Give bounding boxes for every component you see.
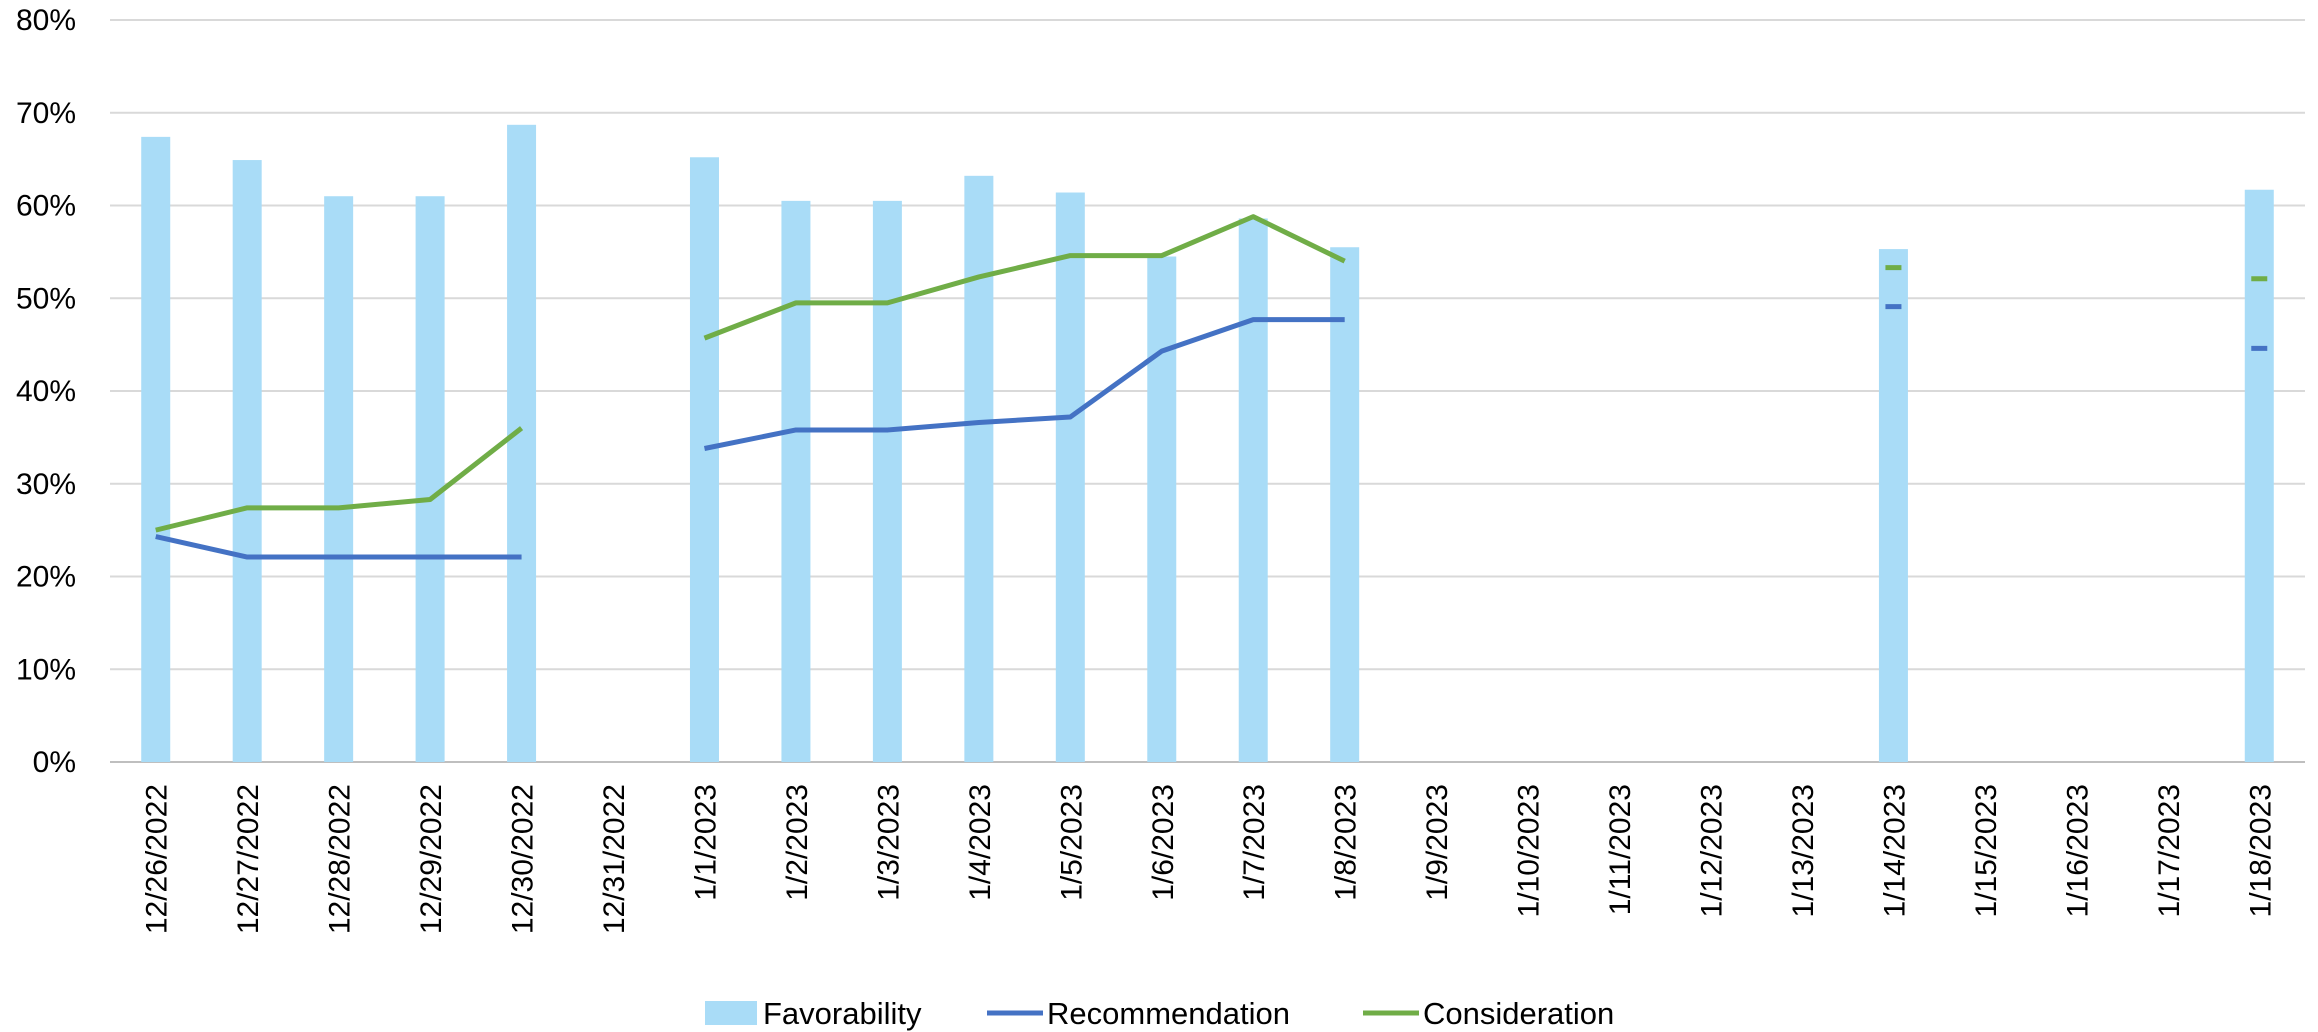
- consideration-line: [155, 426, 524, 533]
- y-tick-label: 40%: [16, 375, 76, 408]
- x-tick-label: 12/30/2022: [507, 784, 540, 934]
- favorability-bar: [781, 200, 811, 763]
- x-tick-label: 1/9/2023: [1421, 784, 1454, 901]
- x-tick-label: 1/14/2023: [1878, 784, 1911, 917]
- x-tick-label: 1/5/2023: [1055, 784, 1088, 901]
- y-tick-label: 30%: [16, 468, 76, 501]
- legend-label-consideration: Consideration: [1423, 996, 1614, 1031]
- x-tick-label: 1/7/2023: [1238, 784, 1271, 901]
- favorability-bar: [872, 200, 902, 763]
- x-tick-label: 1/11/2023: [1604, 784, 1637, 915]
- series-lines: [155, 214, 2268, 560]
- y-tick-label: 70%: [16, 97, 76, 130]
- favorability-bar: [141, 136, 171, 763]
- x-tick-label: 1/4/2023: [964, 784, 997, 901]
- favorability-bar: [1330, 247, 1360, 763]
- y-tick-label: 60%: [16, 190, 76, 223]
- favorability-bar: [415, 196, 445, 763]
- favorability-bar: [507, 124, 537, 763]
- x-tick-label: 12/29/2022: [415, 784, 448, 934]
- x-tick-label: 1/8/2023: [1330, 784, 1363, 901]
- x-tick-label: 12/26/2022: [141, 784, 174, 934]
- x-tick-label: 1/12/2023: [1696, 784, 1729, 917]
- consideration-line: [703, 214, 1346, 341]
- favorability-bar: [1147, 256, 1177, 762]
- x-tick-label: 1/6/2023: [1147, 784, 1180, 901]
- favorability-bar: [324, 196, 354, 763]
- x-tick-label: 12/27/2022: [232, 784, 265, 934]
- x-tick-label: 12/28/2022: [324, 784, 357, 934]
- legend: Favorability Recommendation Consideration: [705, 996, 1614, 1031]
- legend-item-recommendation: Recommendation: [987, 996, 1290, 1031]
- recommendation-line: [155, 534, 522, 560]
- favorability-bar: [1878, 249, 1908, 762]
- y-tick-label: 80%: [16, 4, 76, 37]
- favorability-bar: [1055, 192, 1085, 762]
- legend-label-favorability: Favorability: [763, 996, 922, 1031]
- y-tick-label: 0%: [33, 746, 76, 779]
- x-axis-tick-labels: 12/26/2022 12/27/2022 12/28/2022 12/29/2022…: [141, 784, 2278, 934]
- favorability-bar: [689, 157, 719, 762]
- x-tick-label: 12/31/2022: [598, 784, 631, 934]
- x-tick-label: 1/2/2023: [781, 784, 814, 901]
- y-axis-tick-labels: 0% 10% 20% 30% 40% 50% 60% 70% 80%: [16, 4, 76, 779]
- y-tick-label: 10%: [16, 653, 76, 686]
- x-tick-label: 1/18/2023: [2244, 784, 2277, 917]
- x-tick-label: 1/16/2023: [2061, 784, 2094, 917]
- x-tick-label: 1/13/2023: [1787, 784, 1820, 917]
- x-tick-label: 1/3/2023: [872, 784, 905, 901]
- x-tick-label: 1/15/2023: [1970, 784, 2003, 917]
- favorability-bar: [2244, 189, 2274, 763]
- legend-label-recommendation: Recommendation: [1047, 996, 1290, 1031]
- legend-swatch-favorability: [705, 1001, 757, 1025]
- x-tick-label: 1/10/2023: [1513, 784, 1546, 917]
- gridlines: [110, 19, 2305, 763]
- favorability-bar: [232, 160, 262, 763]
- y-tick-label: 50%: [16, 282, 76, 315]
- x-tick-label: 1/1/2023: [689, 784, 722, 901]
- legend-item-consideration: Consideration: [1363, 996, 1614, 1031]
- x-tick-label: 1/17/2023: [2153, 784, 2186, 917]
- favorability-bar: [964, 175, 994, 762]
- recommendation-line: [703, 317, 1345, 451]
- favorability-bars: [141, 124, 2274, 763]
- favorability-bar: [1238, 218, 1268, 763]
- legend-item-favorability: Favorability: [705, 996, 922, 1031]
- y-tick-label: 20%: [16, 561, 76, 594]
